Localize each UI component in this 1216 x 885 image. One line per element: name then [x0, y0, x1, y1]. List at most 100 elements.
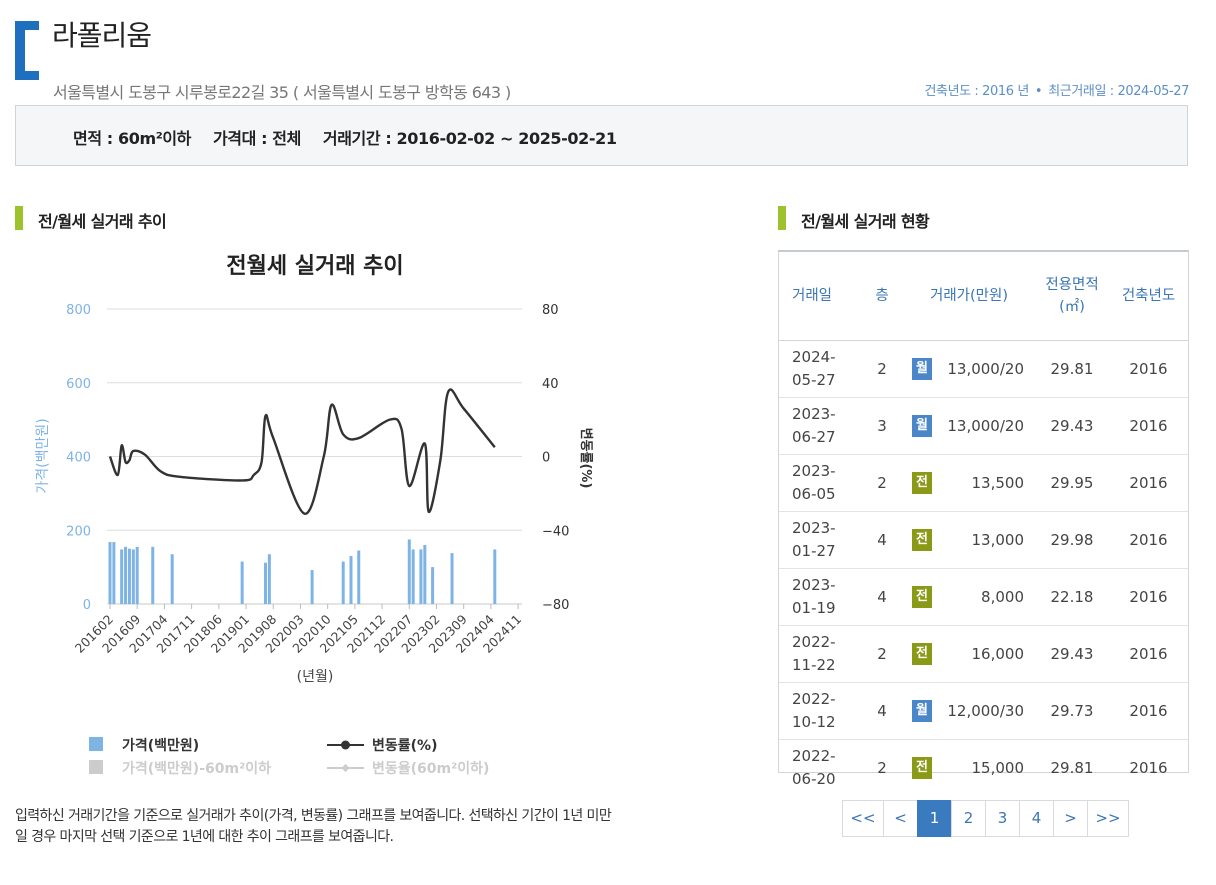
- table-row: 2023-06-27 3 월 13,000/20 29.43 2016: [779, 397, 1188, 455]
- price-bar: [411, 549, 415, 604]
- table-row: 2023-01-27 4 전 13,000 29.98 2016: [779, 511, 1188, 569]
- legend-price-60-label: 가격(백만원)-60m²이하: [122, 760, 271, 777]
- cell-area: 22.18: [1035, 568, 1109, 626]
- cell-floor: 4: [861, 511, 903, 569]
- cell-date: 2023-06-27: [779, 397, 861, 455]
- price-bar: [131, 549, 135, 604]
- page-prev-button[interactable]: <: [883, 800, 918, 837]
- rent-type-badge: 월: [912, 700, 932, 722]
- filter-period: 거래기간 : 2016-02-02 ~ 2025-02-21: [322, 129, 617, 148]
- y-tick-label: 400: [66, 451, 91, 466]
- chart-description: 입력하신 거래기간을 기준으로 실거래가 추이(가격, 변동률) 그래프를 보여…: [15, 808, 612, 845]
- rent-type-badge: 전: [912, 586, 932, 608]
- page-first-button[interactable]: <<: [842, 800, 884, 837]
- price-value: 8,000: [981, 587, 1024, 606]
- cell-area: 29.81: [1050, 759, 1094, 777]
- price-bar: [310, 570, 314, 604]
- page-2-button[interactable]: 2: [951, 800, 986, 837]
- price-bar: [112, 542, 116, 604]
- legend-price-60-swatch: [89, 760, 103, 774]
- cell-year: 2016: [1109, 625, 1188, 683]
- legend-rate-label: 변동률(%): [372, 737, 437, 754]
- page-title: 라폴리움: [52, 19, 152, 52]
- y2-tick-label: 80: [542, 303, 559, 318]
- date-text: 2023-01-27: [792, 519, 836, 560]
- price-bar: [357, 550, 361, 604]
- cell-date: 2022-11-22: [779, 625, 861, 683]
- page-last-button[interactable]: >>: [1087, 800, 1129, 837]
- trade-table: 거래일 층 거래가(만원) 전용면적(㎡) 건축년도 2024-05-27 2 월 1…: [778, 250, 1189, 788]
- cell-price: 월 12,000/30: [903, 682, 1035, 740]
- cell-price: 월 13,000/20: [903, 397, 1035, 455]
- table-row: 2023-01-19 4 전 8,000 22.18 2016: [779, 568, 1188, 626]
- cell-price: 전 15,000: [903, 740, 1035, 797]
- legend-rate-60-marker: [341, 764, 350, 772]
- cell-date: 2022-06-20: [779, 740, 861, 797]
- page-3-button[interactable]: 3: [985, 800, 1020, 837]
- col-area: 전용면적(㎡): [1035, 252, 1109, 341]
- table-row: 2022-06-20 2 전 15,000 29.81 2016: [779, 740, 1188, 797]
- price-value: 15,000: [971, 758, 1025, 777]
- cell-floor: 2: [861, 340, 903, 398]
- price-value: 13,500: [971, 473, 1025, 492]
- date-text: 2023-06-27: [792, 405, 836, 446]
- date-text: 2022-11-22: [792, 633, 836, 674]
- cell-area: 29.98: [1035, 511, 1109, 569]
- cell-floor: 4: [861, 682, 903, 740]
- y-tick-label: 200: [66, 524, 91, 539]
- y2-tick-label: −80: [542, 598, 569, 613]
- y-tick-label: 600: [66, 377, 91, 392]
- cell-date: 2023-01-19: [779, 568, 861, 626]
- building-meta: 건축년도 : 2016 년 • 최근거래일 : 2024-05-27: [924, 80, 1189, 99]
- price-value: 12,000/30: [947, 701, 1024, 720]
- price-bar: [135, 546, 139, 604]
- filter-summary: 면적 : 60m²이하 가격대 : 전체 거래기간 : 2016-02-02 ~ 2…: [73, 125, 617, 149]
- price-bar: [124, 546, 128, 604]
- cell-year: 2016: [1109, 511, 1188, 569]
- price-bar: [450, 553, 454, 604]
- date-text: 2023-01-19: [792, 576, 836, 617]
- cell-floor: 2: [861, 454, 903, 512]
- page-1-button[interactable]: 1: [917, 800, 952, 837]
- cell-floor: 3: [861, 397, 903, 455]
- date-text: 2024-05-27: [792, 348, 836, 389]
- price-bar: [493, 549, 497, 604]
- cell-date: 2023-06-05: [779, 454, 861, 512]
- page-next-button[interactable]: >: [1053, 800, 1088, 837]
- table-section-heading: 전/월세 실거래 현황: [801, 212, 930, 231]
- cell-year: 2016: [1109, 454, 1188, 512]
- price-bar: [127, 548, 131, 604]
- cell-area: 29.95: [1035, 454, 1109, 512]
- price-bar: [108, 542, 112, 604]
- x-axis-label: (년월): [297, 669, 334, 685]
- price-bar: [341, 561, 345, 604]
- section-marker: [15, 206, 23, 230]
- cell-price: 월 13,000/20: [903, 340, 1035, 398]
- filter-price-range: 가격대 : 전체: [212, 129, 301, 148]
- table-row: 2023-06-05 2 전 13,500 29.95 2016: [779, 454, 1188, 512]
- table-header-row: 거래일 층 거래가(만원) 전용면적(㎡) 건축년도: [779, 252, 1188, 341]
- legend-rate-marker: [341, 740, 350, 750]
- table-row: 2024-05-27 2 월 13,000/20 29.81 2016: [779, 340, 1188, 398]
- cell-price: 전 13,000: [903, 511, 1035, 569]
- chart-title: 전월세 실거래 추이: [226, 254, 403, 279]
- page-4-button[interactable]: 4: [1019, 800, 1054, 837]
- cell-date: 2023-01-27: [779, 511, 861, 569]
- cell-year: 2016: [1109, 568, 1188, 626]
- y2-axis-label: 변동률(%): [578, 428, 593, 489]
- legend-price-label: 가격(백만원): [122, 737, 199, 754]
- cell-date: 2024-05-27: [779, 340, 861, 398]
- col-floor: 층: [861, 252, 903, 341]
- cell-date: 2022-10-12: [779, 682, 861, 740]
- legend-rate-60-label: 변동율(60m²이하): [372, 760, 489, 777]
- cell-floor: 2: [861, 625, 903, 683]
- price-bar: [407, 539, 411, 604]
- cell-price: 전 8,000: [903, 568, 1035, 626]
- cell-price: 전 13,500: [903, 454, 1035, 512]
- price-value: 13,000/20: [947, 359, 1024, 378]
- meta-separator: •: [1034, 84, 1043, 99]
- date-text: 2022-10-12: [792, 690, 836, 731]
- rent-type-badge: 월: [912, 415, 932, 437]
- cell-year: 2016: [1109, 340, 1188, 398]
